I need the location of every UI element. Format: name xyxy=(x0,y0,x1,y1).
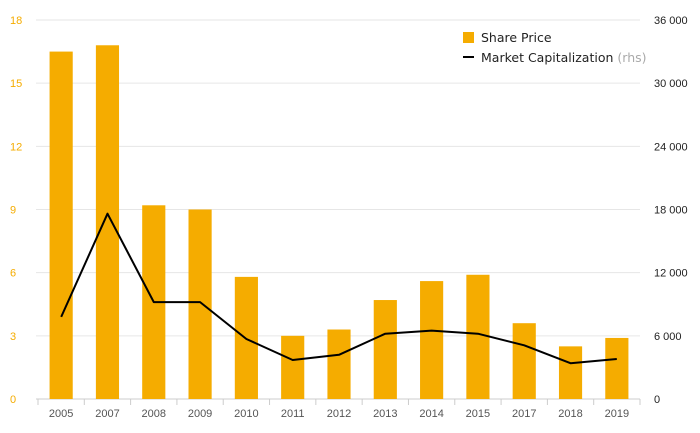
legend-label-market-cap: Market Capitalization xyxy=(481,49,614,65)
x-tick-label: 2015 xyxy=(466,408,490,420)
bar xyxy=(95,45,120,400)
y-tick-label-left: 3 xyxy=(10,331,16,343)
x-tick-label: 2011 xyxy=(281,408,305,420)
legend-item-market-cap: Market Capitalization (rhs) xyxy=(463,47,647,67)
x-tick-label: 2014 xyxy=(419,408,443,420)
x-tick-label: 2005 xyxy=(49,408,73,420)
legend-item-share-price: Share Price xyxy=(463,27,647,47)
legend-label-rhs: (rhs) xyxy=(617,49,647,65)
x-tick-label: 2019 xyxy=(605,408,629,420)
y-tick-label-left: 18 xyxy=(10,15,22,27)
y-tick-label-left: 0 xyxy=(10,394,16,406)
bar xyxy=(327,329,351,399)
bar xyxy=(466,274,490,399)
y-tick-label-left: 6 xyxy=(10,268,16,280)
legend: Share Price Market Capitalization (rhs) xyxy=(463,27,647,67)
x-tick-label: 2008 xyxy=(142,408,166,420)
x-tick-label: 2017 xyxy=(512,408,536,420)
y-tick-label-right: 30 000 xyxy=(654,78,688,90)
x-tick-label: 2009 xyxy=(188,408,212,420)
y-tick-label-right: 18 000 xyxy=(654,205,688,217)
bar xyxy=(605,337,629,399)
bar xyxy=(512,323,536,399)
y-tick-label-left: 12 xyxy=(10,141,22,153)
bar xyxy=(188,209,212,399)
bar xyxy=(420,281,444,399)
y-tick-label-right: 36 000 xyxy=(654,15,688,27)
bar xyxy=(373,300,397,399)
legend-swatch-bar xyxy=(463,31,474,43)
y-tick-label-right: 0 xyxy=(654,394,660,406)
y-tick-label-right: 12 000 xyxy=(654,268,688,280)
x-tick-label: 2010 xyxy=(234,408,258,420)
legend-label-share-price: Share Price xyxy=(481,29,552,45)
bar xyxy=(558,346,583,399)
x-tick-label: 2007 xyxy=(95,408,119,420)
bar xyxy=(49,51,73,399)
y-tick-label-left: 15 xyxy=(10,78,22,90)
legend-swatch-line xyxy=(463,56,474,58)
x-tick-label: 2018 xyxy=(558,408,582,420)
x-tick-label: 2012 xyxy=(327,408,351,420)
line-series-market-cap xyxy=(60,212,617,365)
y-tick-label-right: 24 000 xyxy=(654,141,688,153)
x-tick-label: 2013 xyxy=(373,408,397,420)
y-tick-label-right: 6 000 xyxy=(654,331,682,343)
bar xyxy=(281,335,305,399)
y-tick-label-left: 9 xyxy=(10,205,16,217)
